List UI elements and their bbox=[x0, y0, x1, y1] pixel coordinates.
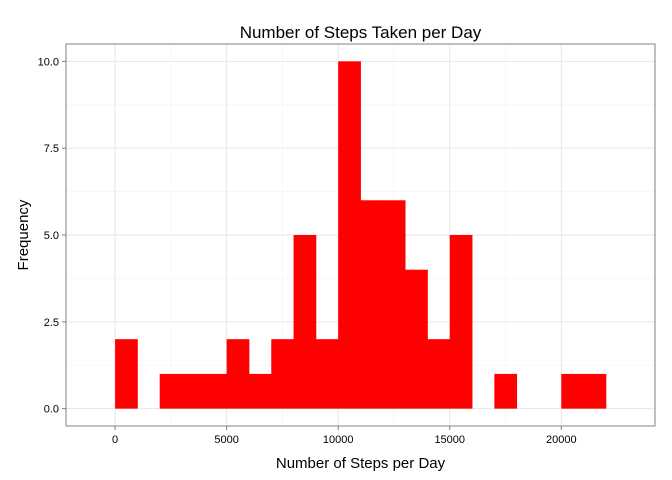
y-tick-label: 7.5 bbox=[44, 143, 59, 155]
histogram-bar bbox=[115, 339, 138, 409]
histogram-bar bbox=[449, 235, 473, 409]
histogram-bar bbox=[293, 235, 317, 409]
histogram-bar bbox=[494, 373, 518, 409]
y-tick-label: 10.0 bbox=[38, 56, 59, 68]
bars-layer bbox=[115, 61, 607, 409]
x-tick-label: 5000 bbox=[214, 434, 238, 446]
histogram-bar bbox=[427, 339, 451, 409]
histogram-bar bbox=[226, 339, 250, 409]
y-tick-label: 5.0 bbox=[44, 230, 59, 242]
y-tick-label: 2.5 bbox=[44, 317, 59, 329]
histogram-bar bbox=[382, 200, 406, 409]
histogram-bar bbox=[405, 269, 428, 409]
histogram-bar bbox=[583, 373, 607, 409]
histogram-bar bbox=[248, 373, 272, 409]
ticks-layer: 0 5000 10000 15000 20000 0.0 2.5 5.0 7.5 10.0 bbox=[38, 56, 577, 446]
histogram-bar bbox=[338, 61, 361, 409]
histogram-bar bbox=[271, 339, 294, 409]
y-tick-label: 0.0 bbox=[44, 404, 59, 416]
histogram-bar bbox=[561, 373, 585, 409]
x-tick-label: 0 bbox=[112, 434, 118, 446]
histogram-bar bbox=[315, 339, 339, 409]
histogram-bar bbox=[159, 373, 183, 409]
y-axis-title: Frequency bbox=[15, 199, 32, 270]
x-tick-label: 20000 bbox=[546, 434, 577, 446]
histogram-bar bbox=[360, 200, 384, 409]
chart-title: Number of Steps Taken per Day bbox=[240, 23, 482, 42]
x-tick-label: 15000 bbox=[434, 434, 465, 446]
histogram-bar bbox=[182, 373, 205, 409]
histogram-bar bbox=[204, 373, 228, 409]
x-axis-title: Number of Steps per Day bbox=[276, 455, 446, 472]
x-tick-label: 10000 bbox=[323, 434, 354, 446]
